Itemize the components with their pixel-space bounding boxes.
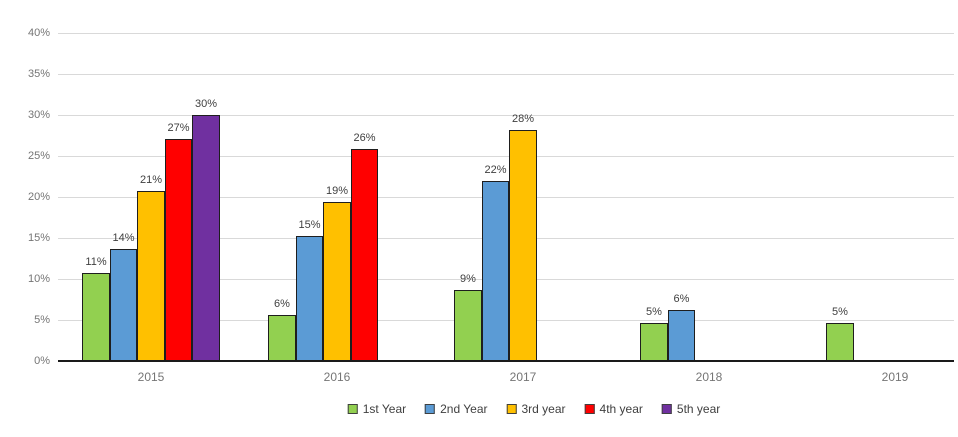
- y-tick-label: 20%: [27, 191, 50, 203]
- bar-2017-3rd-year: [509, 129, 537, 361]
- legend-swatch-icon: [661, 404, 672, 414]
- legend-label: 5th year: [676, 402, 721, 416]
- bar-value-label: 5%: [832, 306, 848, 319]
- bar-2015-3rd-year: [137, 191, 165, 361]
- legend-label: 2nd Year: [440, 402, 488, 416]
- y-tick-label: 40%: [27, 27, 50, 39]
- legend-item-3rd-year: 3rd year: [506, 402, 566, 416]
- category-group-2018: 5% 6%: [640, 33, 778, 361]
- x-tick-label: 2016: [323, 370, 351, 384]
- gridline: [58, 156, 954, 157]
- x-tick-label: 2018: [695, 370, 723, 384]
- bar-value-label: 27%: [167, 121, 190, 134]
- bar-value-label: 21%: [139, 174, 163, 187]
- y-tick-label: 0%: [34, 355, 50, 367]
- legend-item-1st-year: 1st Year: [347, 402, 407, 416]
- bar-2017-2nd-year: [481, 181, 510, 361]
- gridline: [58, 115, 954, 116]
- bar-2015-5th-year: [192, 115, 220, 361]
- bar-value-label: 14%: [112, 232, 135, 245]
- bar-value-label: 22%: [484, 164, 507, 177]
- x-tick-label: 2017: [509, 370, 537, 384]
- legend-item-4th-year: 4th year: [584, 402, 643, 416]
- category-group-2017: 9% 22% 28%: [454, 33, 592, 361]
- x-tick-label: 2019: [881, 370, 909, 384]
- bar-2015-1st-year: [82, 273, 110, 361]
- bar-2018-2nd-year: [667, 310, 696, 361]
- legend-swatch-icon: [347, 404, 358, 414]
- legend-label: 4th year: [599, 402, 643, 416]
- category-group-2015: 11% 14% 21% 27% 30%: [82, 33, 220, 361]
- category-group-2016: 6% 15% 19% 26%: [268, 33, 406, 361]
- category-group-2019: 5%: [826, 33, 958, 361]
- bar-2017-1st-year: [454, 289, 482, 361]
- legend-item-5th-year: 5th year: [661, 402, 721, 416]
- bar-value-label: 19%: [325, 184, 349, 197]
- bar-2016-4th-year: [350, 148, 379, 361]
- gridline: [58, 74, 954, 75]
- bar-value-label: 26%: [353, 131, 376, 144]
- bar-value-label: 6%: [673, 293, 690, 306]
- bar-value-label: 5%: [646, 306, 662, 319]
- legend-label: 1st Year: [362, 402, 407, 416]
- bar-2018-1st-year: [640, 323, 668, 361]
- bar-2016-3rd-year: [323, 201, 351, 361]
- y-tick-label: 5%: [34, 314, 50, 326]
- y-tick-label: 35%: [27, 68, 50, 80]
- y-tick-label: 30%: [27, 109, 50, 121]
- bar-2015-4th-year: [164, 138, 193, 361]
- bar-value-label: 28%: [511, 112, 535, 125]
- legend-swatch-icon: [506, 404, 517, 414]
- x-axis-line: [58, 360, 954, 362]
- legend-swatch-icon: [584, 404, 595, 414]
- legend-label: 3rd year: [521, 402, 566, 416]
- y-tick-label: 10%: [27, 273, 50, 285]
- bar-2016-2nd-year: [295, 235, 324, 361]
- bar-value-label: 30%: [194, 98, 218, 110]
- legend-swatch-icon: [425, 404, 436, 414]
- y-tick-label: 15%: [27, 232, 50, 244]
- bar-2016-1st-year: [268, 315, 296, 361]
- bar-value-label: 15%: [298, 218, 321, 231]
- legend: 1st Year 2nd Year 3rd year 4th year 5th year: [347, 402, 721, 416]
- bar-value-label: 6%: [274, 298, 290, 311]
- bar-2015-2nd-year: [109, 249, 138, 361]
- plot-area: 11% 14% 21% 27% 30% 2015 6% 15% 19% 26% 2016 9% 22% 2…: [58, 33, 954, 384]
- y-axis: 0% 5% 10% 15% 20% 25% 30% 35% 40%: [0, 0, 50, 437]
- bar-2019-1st-year: [826, 323, 854, 361]
- y-tick-label: 25%: [27, 150, 50, 162]
- legend-item-2nd-year: 2nd Year: [425, 402, 488, 416]
- bar-value-label: 11%: [85, 256, 107, 269]
- bar-value-label: 9%: [460, 272, 476, 285]
- x-tick-label: 2015: [137, 370, 165, 384]
- gridline: [58, 33, 954, 34]
